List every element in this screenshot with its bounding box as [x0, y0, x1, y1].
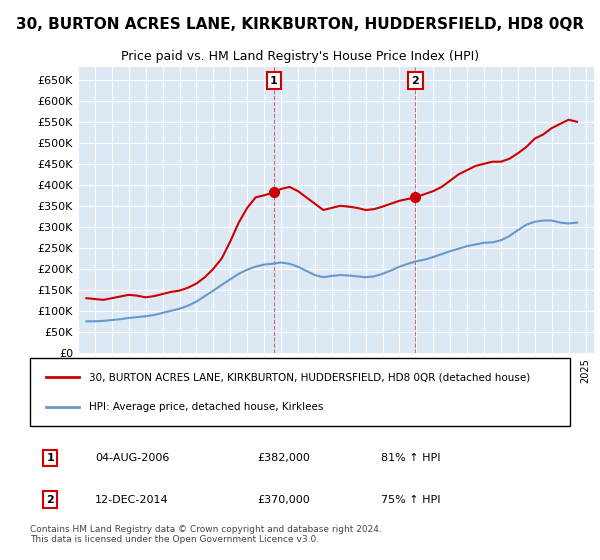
- Text: 1: 1: [46, 453, 54, 463]
- Text: 04-AUG-2006: 04-AUG-2006: [95, 453, 169, 463]
- Text: 30, BURTON ACRES LANE, KIRKBURTON, HUDDERSFIELD, HD8 0QR (detached house): 30, BURTON ACRES LANE, KIRKBURTON, HUDDE…: [89, 372, 530, 382]
- Text: £370,000: £370,000: [257, 494, 310, 505]
- Text: 30, BURTON ACRES LANE, KIRKBURTON, HUDDERSFIELD, HD8 0QR: 30, BURTON ACRES LANE, KIRKBURTON, HUDDE…: [16, 17, 584, 32]
- Text: 75% ↑ HPI: 75% ↑ HPI: [381, 494, 440, 505]
- Text: HPI: Average price, detached house, Kirklees: HPI: Average price, detached house, Kirk…: [89, 402, 324, 412]
- Text: Contains HM Land Registry data © Crown copyright and database right 2024.
This d: Contains HM Land Registry data © Crown c…: [30, 525, 382, 544]
- FancyBboxPatch shape: [30, 358, 570, 426]
- Text: 81% ↑ HPI: 81% ↑ HPI: [381, 453, 440, 463]
- Text: £382,000: £382,000: [257, 453, 310, 463]
- Text: Price paid vs. HM Land Registry's House Price Index (HPI): Price paid vs. HM Land Registry's House …: [121, 50, 479, 63]
- Text: 1: 1: [270, 76, 278, 86]
- Text: 12-DEC-2014: 12-DEC-2014: [95, 494, 169, 505]
- Text: 2: 2: [46, 494, 54, 505]
- Text: 2: 2: [412, 76, 419, 86]
